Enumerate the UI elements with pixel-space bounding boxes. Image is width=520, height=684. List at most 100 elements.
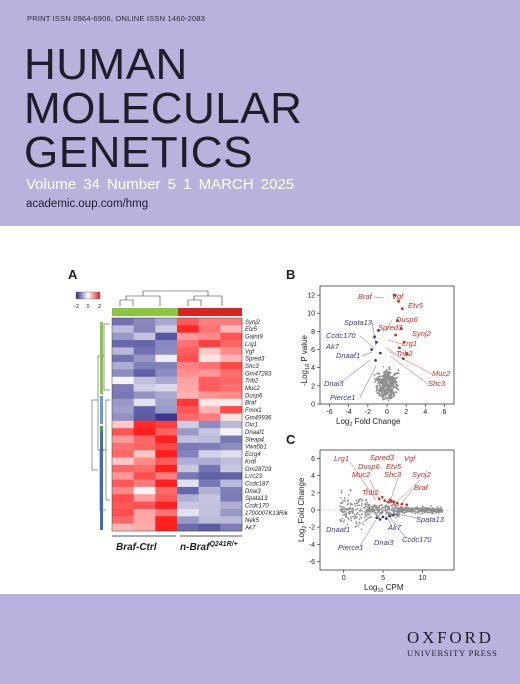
c-label-braf: Braf: [414, 483, 429, 492]
heatmap-cell: [133, 406, 156, 414]
volcano-point: [390, 390, 392, 393]
volcano-point: [395, 372, 397, 375]
cluster-bar-mid: [100, 396, 103, 424]
volcano-point: [389, 376, 392, 378]
ma-y-tick-label: 2: [311, 490, 315, 497]
heatmap-cell: [155, 369, 178, 378]
heatmap-cell: [177, 325, 199, 333]
title-line-3: GENETICS: [24, 128, 253, 177]
heatmap-cell: [112, 442, 134, 451]
ma-point: [340, 501, 342, 504]
ma-point: [430, 512, 433, 515]
heatmap-cell: [133, 501, 156, 510]
ma-point: [364, 503, 366, 506]
ma-point: [360, 504, 363, 507]
mutant-group-bar: [178, 308, 242, 316]
issn-line: PRINT ISSN 0964-6906, ONLINE ISSN 1460-2…: [27, 14, 206, 23]
gene-label: Oxr1: [245, 423, 258, 429]
ma-point: [340, 505, 343, 508]
b-label-etv5: Etv5: [408, 301, 424, 310]
ma-point: [398, 511, 401, 513]
ma-point: [431, 509, 433, 512]
ma-point: [389, 513, 391, 515]
heatmap-cell: [220, 340, 243, 348]
ma-point: [370, 507, 373, 510]
ma-point: [421, 507, 423, 510]
b-label-vgf: Vgf: [392, 292, 404, 301]
ma-points: [339, 488, 443, 531]
ma-point: [355, 522, 358, 525]
heatmap-cell: [220, 384, 243, 392]
volcano-up-point: [398, 346, 401, 350]
ma-point: [359, 510, 362, 513]
ma-point: [375, 507, 378, 509]
gene-label: Spata13: [245, 496, 268, 502]
ma-point: [342, 520, 345, 523]
heatmap-cell: [112, 413, 134, 422]
gene-label: Synj2: [245, 320, 261, 326]
ma-point: [341, 517, 344, 520]
ma-point: [396, 510, 399, 513]
ma-point: [425, 511, 427, 513]
volcano-x-tick-label: 4: [423, 409, 427, 416]
heatmap-cell: [220, 508, 243, 517]
ma-point: [351, 507, 354, 510]
heatmap-cell: [177, 479, 199, 488]
volcano-y-tick-label: 4: [311, 365, 315, 372]
ma-point: [354, 505, 357, 507]
heatmap-cell: [198, 516, 221, 524]
volcano-point: [393, 379, 396, 381]
ma-point: [410, 508, 413, 511]
heatmap-cell: [198, 420, 221, 429]
ma-point: [340, 489, 343, 492]
heatmap-cell: [198, 340, 221, 348]
ma-point: [439, 508, 441, 511]
ma-point: [340, 491, 343, 494]
ma-point: [361, 498, 364, 501]
ma-point: [357, 501, 360, 503]
volcano-point: [387, 399, 390, 402]
heatmap-cell: [133, 420, 156, 429]
volcano-up-point: [396, 319, 399, 322]
ma-point: [409, 511, 412, 513]
heatmap-cell: [198, 486, 221, 495]
heatmap-cell: [112, 325, 134, 333]
volcano-point: [388, 388, 390, 391]
ma-point: [347, 507, 349, 510]
ma-point: [355, 502, 358, 505]
heatmap-cell: [112, 523, 134, 532]
ma-x-tick-label: 10: [419, 575, 427, 582]
volcano-point: [373, 377, 376, 380]
volcano-point: [386, 391, 389, 394]
heatmap-cell: [220, 347, 243, 356]
volcano-point: [376, 388, 379, 391]
ma-point: [408, 510, 411, 512]
panel-c-label: C: [286, 432, 296, 447]
ma-point: [382, 506, 385, 509]
heatmap-cell: [112, 420, 134, 429]
heatmap-frame: [111, 317, 243, 532]
volcano-point: [385, 374, 388, 377]
ma-point: [351, 503, 353, 506]
journal-website[interactable]: academic.oup.com/hmg: [26, 198, 149, 210]
heatmap-cell: [177, 340, 199, 348]
volcano-point: [392, 387, 395, 390]
volcano-x-tick-label: -2: [365, 409, 371, 416]
ma-point: [425, 509, 428, 512]
ma-point: [343, 510, 345, 513]
volcano-point: [381, 394, 384, 397]
ma-point: [393, 511, 396, 513]
title-line-1: HUMAN: [24, 40, 188, 89]
b-label-ccdc170: Ccdc170: [326, 331, 356, 340]
volcano-point: [378, 381, 381, 384]
heatmap-cell: [198, 398, 221, 407]
ma-point: [345, 507, 348, 510]
volcano-point: [375, 379, 377, 382]
volcano-point: [384, 375, 386, 378]
ma-point: [353, 503, 356, 505]
heatmap-cell: [220, 516, 243, 524]
ma-point: [368, 508, 370, 511]
heatmap-cell: [198, 391, 221, 400]
volcano-point: [382, 384, 385, 387]
heatmap-cell: [155, 420, 178, 429]
